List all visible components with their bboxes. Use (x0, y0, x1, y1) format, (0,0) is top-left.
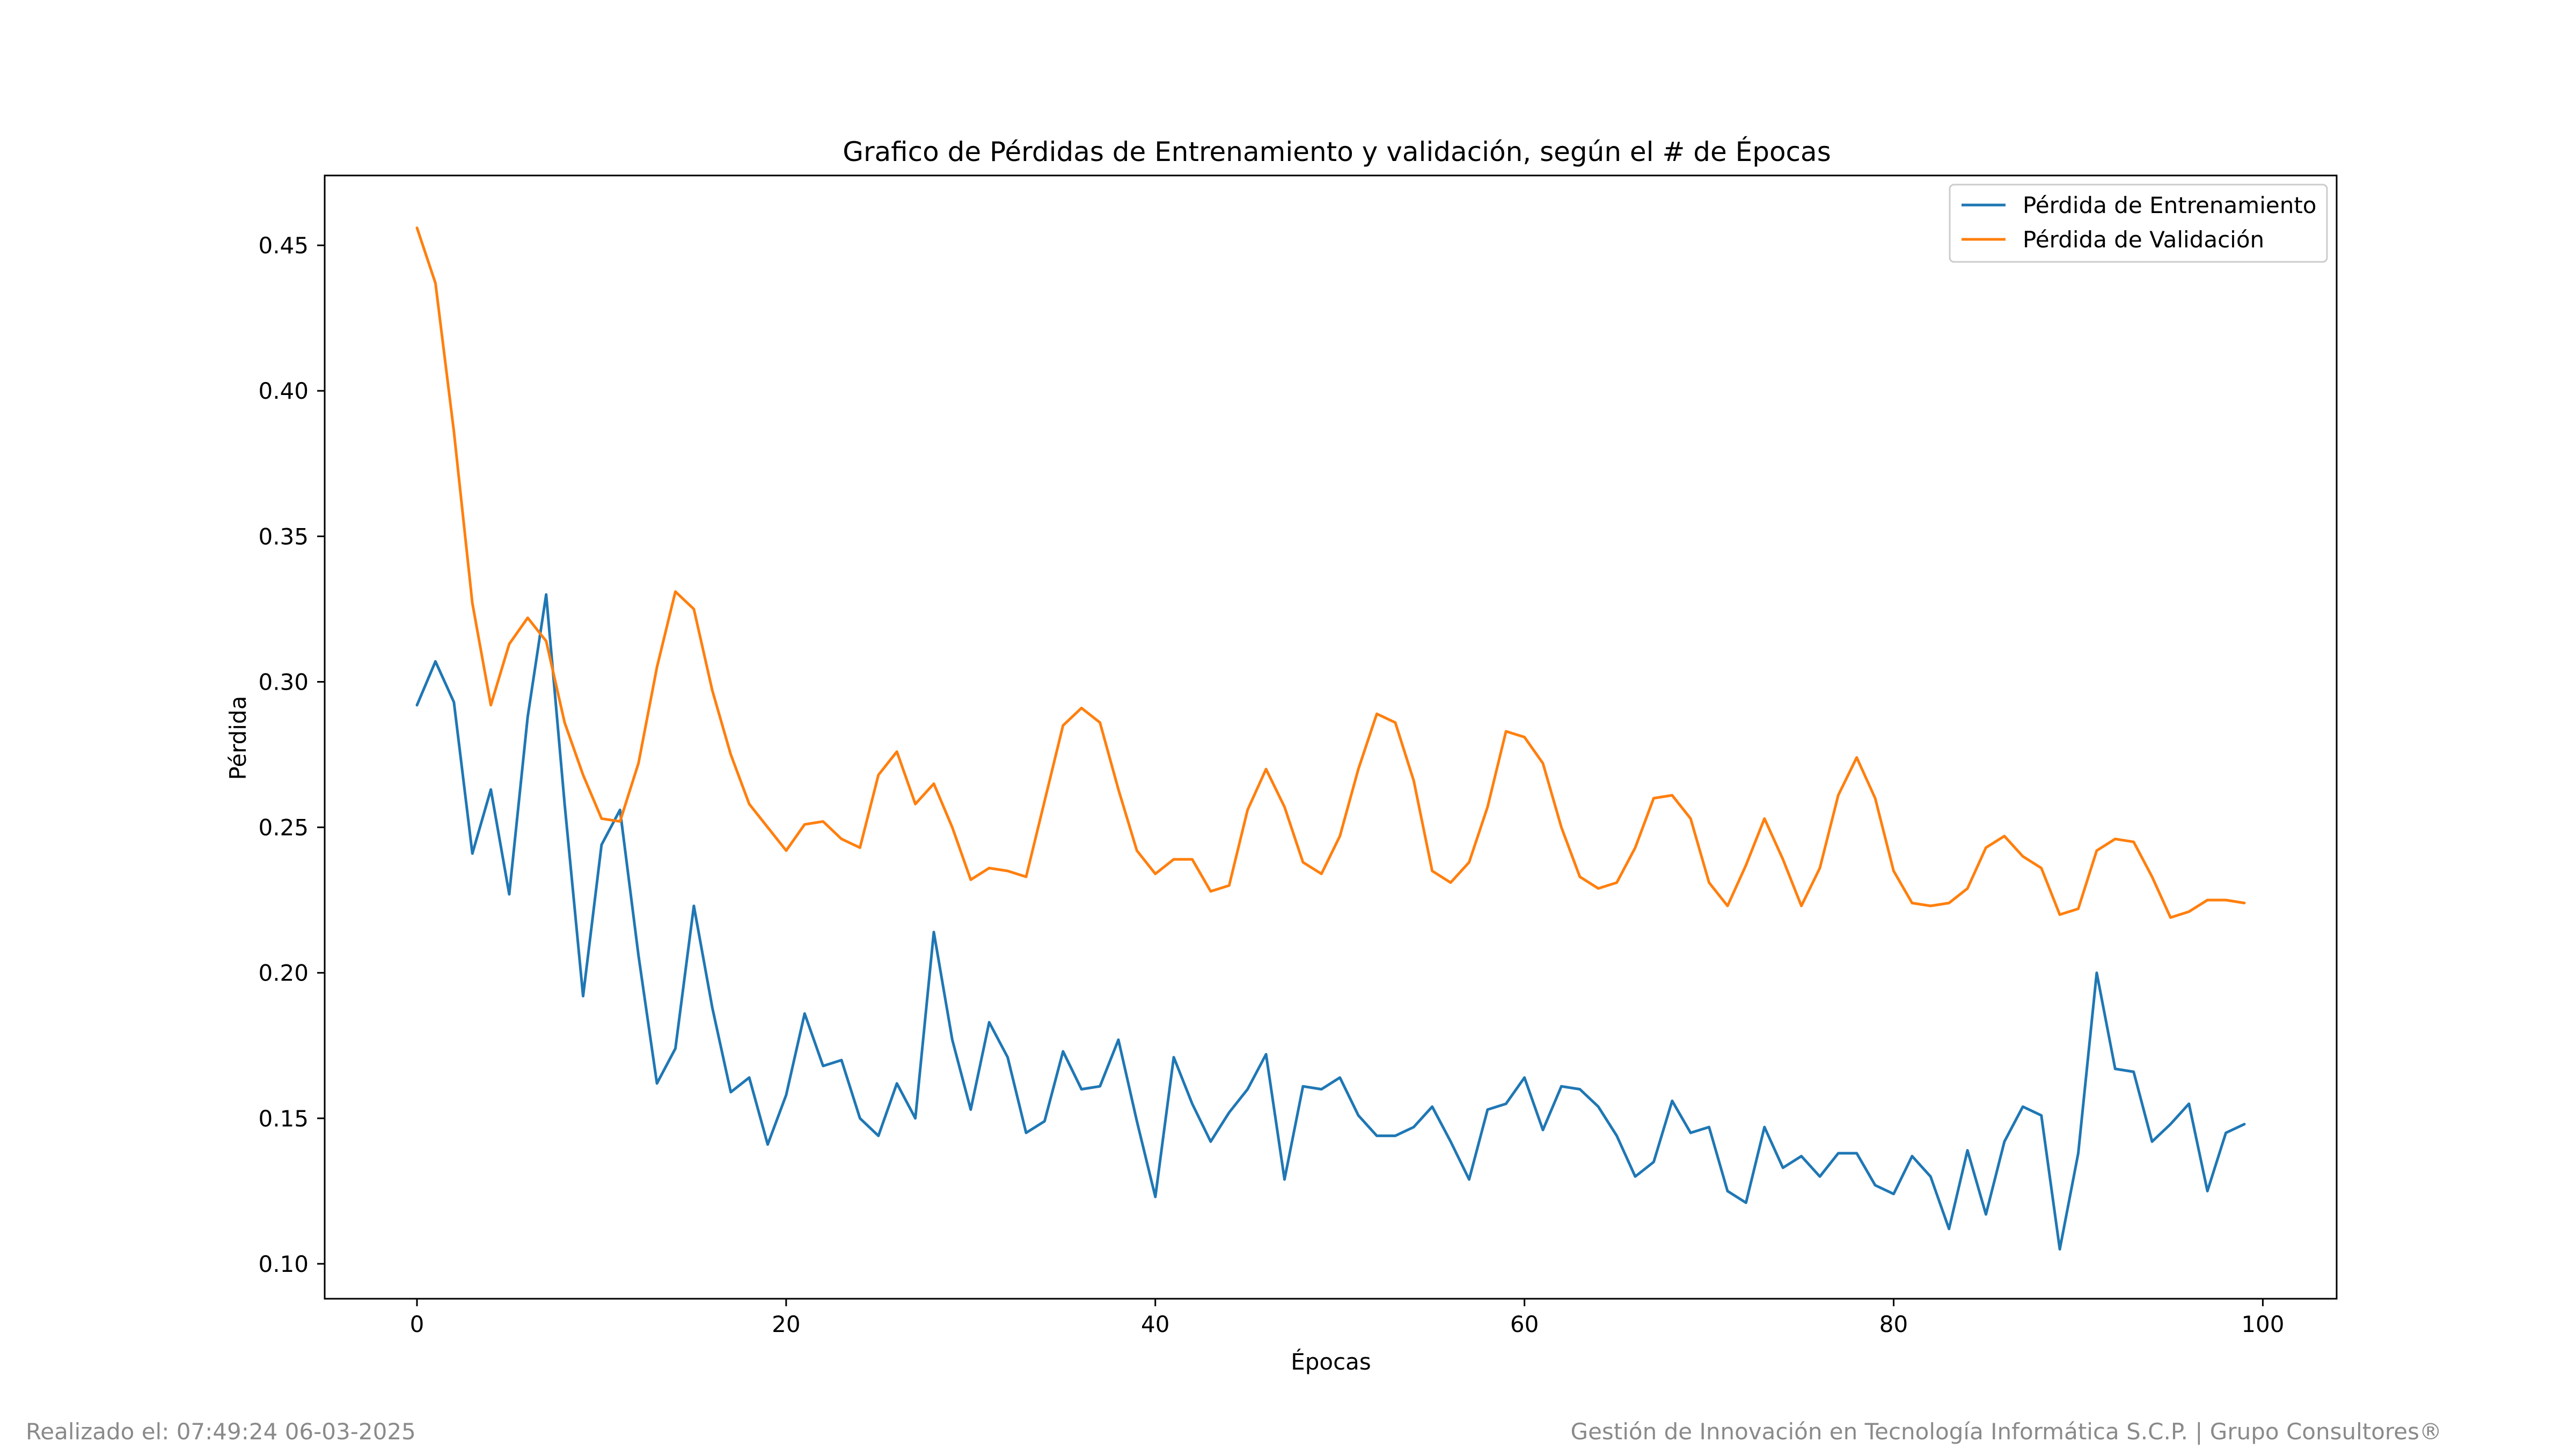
x-axis-label: Épocas (1291, 1348, 1371, 1375)
y-tick-label: 0.20 (258, 960, 309, 986)
series-line-validation (415, 226, 2246, 919)
y-tick-label: 0.15 (258, 1106, 309, 1132)
x-tick-label: 60 (1510, 1311, 1539, 1337)
x-tick-label: 0 (410, 1311, 425, 1337)
footer-company: Gestión de Innovación en Tecnología Info… (1570, 1418, 2442, 1445)
footer-timestamp: Realizado el: 07:49:24 06-03-2025 (26, 1418, 416, 1445)
legend: Pérdida de Entrenamiento Pérdida de Valid… (1949, 184, 2328, 263)
legend-label-validation: Pérdida de Validación (2023, 226, 2264, 253)
y-axis-label: Pérdida (225, 696, 251, 780)
y-tick-label: 0.45 (258, 232, 309, 259)
x-tick-label: 40 (1141, 1311, 1169, 1337)
series-line-training (415, 593, 2246, 1251)
y-tick-label: 0.10 (258, 1251, 309, 1277)
legend-box (1949, 184, 2328, 263)
legend-label-training: Pérdida de Entrenamiento (2023, 192, 2317, 218)
y-tick-label: 0.30 (258, 669, 309, 695)
y-tick-label: 0.25 (258, 815, 309, 841)
chart-title: Grafico de Pérdidas de Entrenamiento y v… (843, 136, 1831, 167)
x-tick-label: 100 (2241, 1311, 2284, 1337)
y-tick-label: 0.35 (258, 523, 309, 550)
x-tick-label: 80 (1879, 1311, 1908, 1337)
y-tick-label: 0.40 (258, 378, 309, 404)
plot-area-frame (324, 174, 2338, 1300)
x-tick-label: 20 (772, 1311, 800, 1337)
